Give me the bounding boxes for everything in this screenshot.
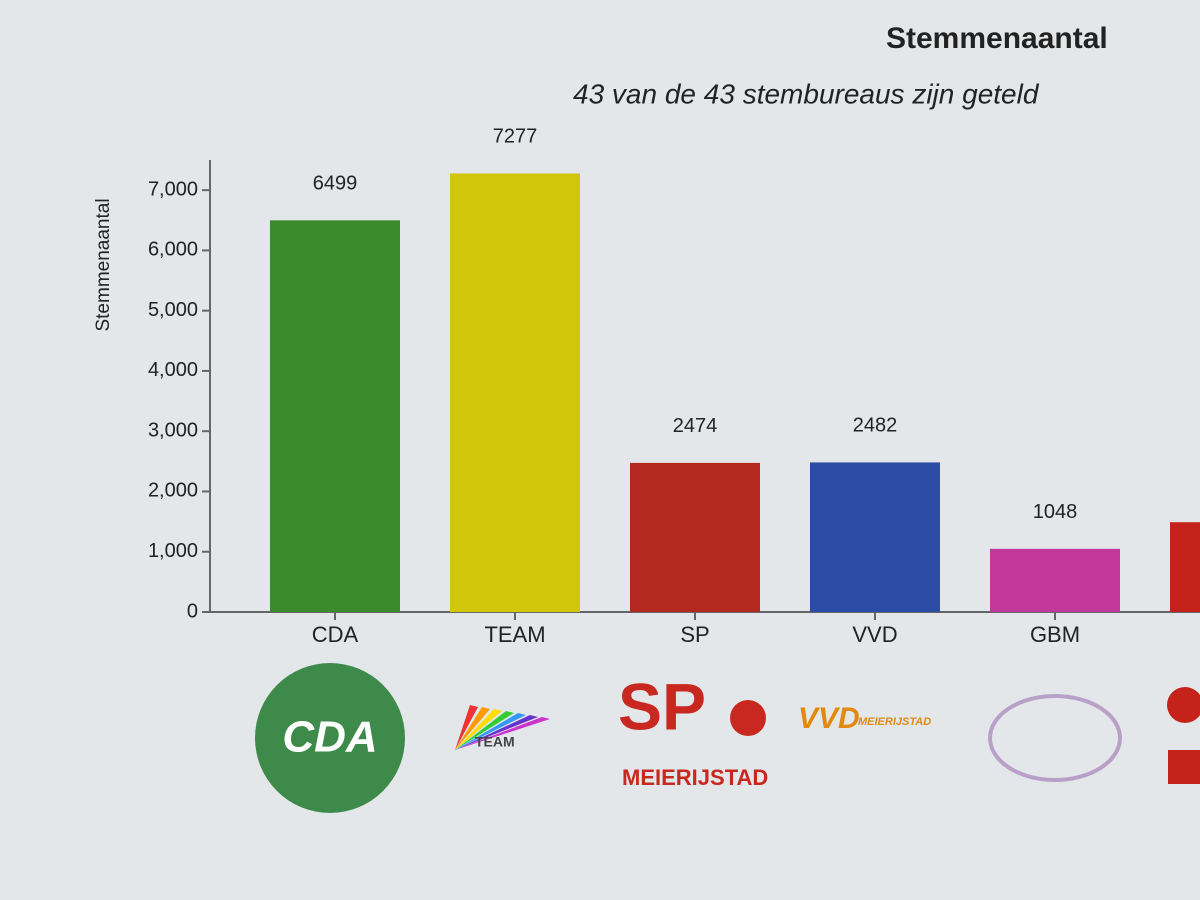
logo-cda-text: CDA	[282, 713, 377, 762]
y-axis-label: Stemmenaantal	[93, 198, 114, 331]
logo-team-ray	[455, 715, 538, 750]
logo-sp-text: SP	[618, 669, 706, 743]
logo-sp-sub: MEIERIJSTAD	[622, 765, 768, 790]
y-tick-label: 6,000	[148, 239, 198, 261]
bar	[810, 462, 940, 612]
logo-team-ray	[455, 711, 514, 750]
logo-gbm-ring	[988, 694, 1122, 782]
logo-rose	[1167, 687, 1200, 723]
bar	[270, 220, 400, 612]
y-tick-label: 3,000	[148, 419, 198, 441]
bar	[450, 173, 580, 613]
y-tick-label: 0	[187, 600, 198, 622]
logo-team-ray	[455, 713, 526, 750]
logo-vvd-text: VVD	[798, 702, 860, 735]
bar	[630, 462, 760, 612]
logo-team-text: TEAM	[475, 734, 515, 750]
y-tick-label: 2,000	[148, 480, 198, 502]
value-label: 2482	[853, 415, 898, 437]
x-tick-label: SP	[680, 622, 709, 647]
x-tick-label: CDA	[312, 622, 359, 647]
y-tick-label: 7,000	[148, 178, 198, 200]
value-label: 6499	[313, 173, 358, 195]
bar	[1170, 522, 1200, 612]
logo-team-ray	[455, 717, 550, 750]
bar	[990, 548, 1120, 612]
x-tick-label: GBM	[1030, 622, 1080, 647]
value-label: 2474	[673, 415, 718, 437]
y-tick-label: 5,000	[148, 299, 198, 321]
chart-title: Stemmenaantal	[886, 22, 1108, 55]
logo-team-ray	[455, 709, 502, 750]
value-label: 1048	[1033, 501, 1078, 523]
x-tick-label: TEAM	[484, 622, 545, 647]
logo-team-ray	[455, 707, 490, 750]
chart-subtitle: 43 van de 43 stembureaus zijn geteld	[573, 78, 1040, 109]
logo-sp-tomato	[730, 700, 766, 736]
y-tick-label: 4,000	[148, 359, 198, 381]
logo-vvd-sub: MEIERIJSTAD	[858, 716, 931, 728]
logo-cda-circle	[255, 663, 405, 813]
logo-rose-bar	[1168, 750, 1200, 784]
x-tick-label: VVD	[852, 622, 897, 647]
logo-team-ray	[455, 705, 478, 750]
y-tick-label: 1,000	[148, 540, 198, 562]
value-label: 7277	[493, 126, 538, 148]
